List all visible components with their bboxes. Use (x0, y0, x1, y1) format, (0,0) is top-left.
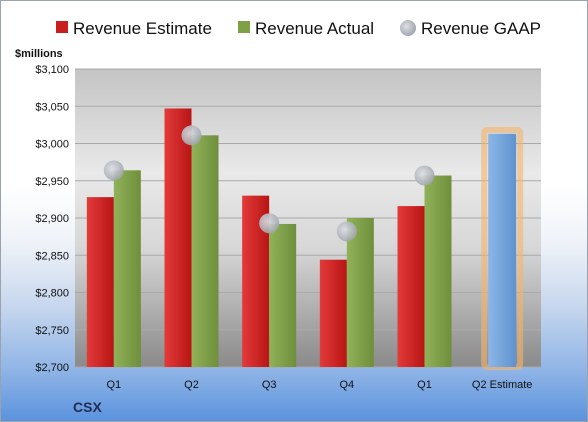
legend-item-revenue-estimate[interactable]: Revenue Estimate (56, 19, 212, 38)
legend-item-revenue-actual[interactable]: Revenue Actual (238, 19, 374, 38)
gridlines (75, 68, 541, 368)
y-tick-label: $2,950 (35, 176, 69, 188)
bar-revenue-estimate (164, 108, 192, 368)
legend-swatch-revenue-estimate (56, 21, 68, 33)
bar-revenue-estimate (397, 206, 425, 367)
y-tick-label: $2,900 (35, 213, 69, 225)
legend-label-revenue-estimate: Revenue Estimate (73, 19, 212, 38)
marker-revenue-gaap (336, 221, 357, 242)
legend-item-revenue-gaap[interactable]: Revenue GAAP (400, 19, 541, 38)
bar-revenue-actual (113, 170, 141, 367)
marker-revenue-gaap (181, 125, 202, 146)
y-tick-label: $2,850 (35, 250, 69, 262)
bar-revenue-estimate (86, 197, 114, 367)
gaap-markers (103, 125, 435, 242)
company-ticker: CSX (73, 399, 102, 415)
marker-revenue-gaap (259, 213, 280, 234)
y-tick-label: $3,050 (35, 101, 69, 113)
x-tick-label: Q2 (184, 379, 199, 391)
bar-revenue-actual (269, 223, 297, 367)
y-tick-label: $2,750 (35, 325, 69, 337)
legend-label-revenue-actual: Revenue Actual (255, 19, 374, 38)
x-tick-label: Q1 (106, 379, 121, 391)
bar-revenue-actual (424, 175, 452, 367)
x-tick-label: Q1 (417, 379, 432, 391)
legend-label-revenue-gaap: Revenue GAAP (421, 19, 541, 38)
marker-revenue-gaap (414, 165, 435, 186)
x-tick-label: Q4 (339, 379, 354, 391)
legend-swatch-revenue-actual (238, 21, 250, 33)
x-tick-label: Q3 (262, 379, 277, 391)
bars (86, 108, 524, 370)
bar-revenue-estimate (319, 259, 347, 367)
y-axis-unit-label: $millions (15, 48, 63, 60)
y-tick-label: $3,000 (35, 139, 69, 151)
x-axis-ticks: Q1 Q2 Q3 Q4 Q1 Q2 Estimate (106, 379, 532, 391)
marker-revenue-gaap (103, 160, 124, 181)
legend-swatch-revenue-gaap (400, 20, 416, 36)
bar-revenue-forecast (488, 133, 517, 367)
y-tick-label: $2,800 (35, 288, 69, 300)
y-tick-label: $3,100 (35, 64, 69, 76)
y-tick-label: $2,700 (35, 362, 69, 374)
legend: Revenue Estimate Revenue Actual Revenue … (56, 19, 541, 38)
y-axis-ticks: $2,700 $2,750 $2,800 $2,850 $2,900 $2,950 $3,0… (35, 64, 69, 374)
bar-revenue-actual (346, 218, 374, 367)
x-tick-label: Q2 Estimate (472, 379, 533, 391)
bar-revenue-actual (191, 135, 219, 367)
